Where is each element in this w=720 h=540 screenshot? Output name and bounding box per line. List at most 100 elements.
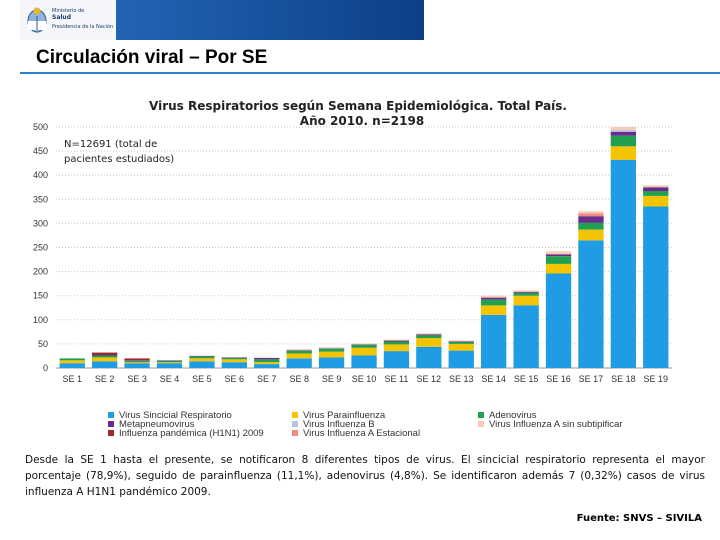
bar-segment xyxy=(221,362,247,368)
x-tick-label: SE 18 xyxy=(611,374,636,384)
x-tick-label: SE 1 xyxy=(62,374,82,384)
bar-segment xyxy=(189,355,215,356)
bar-segment xyxy=(610,129,636,132)
bar-segment xyxy=(481,299,507,306)
bar-segment xyxy=(318,347,345,349)
bar-segment xyxy=(318,348,345,349)
bar-segment xyxy=(124,358,150,361)
bar-segment xyxy=(383,351,410,368)
y-tick-label: 450 xyxy=(33,146,48,156)
x-tick-label: SE 13 xyxy=(449,374,474,384)
bar-segment xyxy=(416,335,442,339)
y-tick-label: 300 xyxy=(33,218,48,228)
bar-segment xyxy=(124,362,150,364)
bar-segment xyxy=(610,135,636,147)
bar-segment xyxy=(351,344,377,348)
stacked-bar-chart: 0 50 100 150 200 250 300 350 400 450 500 SE 1 SE 2 SE… xyxy=(33,99,672,439)
bar-segment xyxy=(383,339,410,341)
bar-segment xyxy=(156,363,183,368)
bar-segment xyxy=(124,360,150,361)
y-tick-label: 50 xyxy=(38,339,48,349)
bar-segment xyxy=(578,229,604,241)
bar-segment xyxy=(156,362,183,364)
x-tick-label: SE 5 xyxy=(192,374,212,384)
bar-segment xyxy=(286,353,312,359)
bar-segment xyxy=(383,344,410,352)
bar-segment xyxy=(481,297,507,300)
y-tick-label: 500 xyxy=(33,122,48,132)
bar-segment xyxy=(221,357,247,360)
chart-title-line-1: Virus Respiratorios según Semana Epidemi… xyxy=(149,99,567,113)
bar-segment xyxy=(286,358,312,368)
bar-segment xyxy=(513,292,539,296)
bar-segment xyxy=(92,352,118,355)
bar-segment xyxy=(545,251,572,255)
bar-segment xyxy=(124,363,150,368)
legend-swatch xyxy=(478,421,484,427)
bar-segment xyxy=(318,348,345,352)
x-tick-label: SE 7 xyxy=(257,374,277,384)
legend-label: Virus Influenza A sin subtipificar xyxy=(489,419,622,430)
bar-segment xyxy=(643,195,669,207)
bar-segment xyxy=(610,146,636,160)
bar-segment xyxy=(448,342,474,344)
bar-segment xyxy=(351,343,377,345)
description-text: Desde la SE 1 hasta el presente, se noti… xyxy=(25,454,705,498)
bar-segment xyxy=(351,344,377,345)
x-tick-label: SE 15 xyxy=(514,374,539,384)
page-title: Circulación viral – Por SE xyxy=(36,47,268,68)
bar-segment xyxy=(545,256,572,264)
x-tick-label: SE 12 xyxy=(417,374,442,384)
bar-segment xyxy=(254,362,280,365)
bar-segment xyxy=(189,355,215,357)
bar-segment xyxy=(513,295,539,306)
bar-segment xyxy=(221,359,247,363)
legend-label: Virus Influenza A Estacional xyxy=(303,428,420,439)
bar-segment xyxy=(124,360,150,363)
bar-segment xyxy=(59,363,85,368)
legend-label: Adenovirus xyxy=(489,410,537,421)
bars-layer xyxy=(59,127,669,368)
bar-segment xyxy=(578,240,604,368)
bar-segment xyxy=(448,350,474,368)
legend-swatch xyxy=(108,430,114,436)
bar-segment xyxy=(643,185,669,188)
bar-segment xyxy=(643,191,669,196)
y-tick-label: 350 xyxy=(33,194,48,204)
y-tick-label: 150 xyxy=(33,291,48,301)
bar-segment xyxy=(92,354,118,356)
title-divider xyxy=(20,72,720,74)
bar-segment xyxy=(286,350,312,351)
legend-label: Virus Influenza B xyxy=(303,419,375,430)
bar-segment xyxy=(416,334,442,336)
coat-of-arms-icon xyxy=(27,7,47,33)
x-tick-label: SE 9 xyxy=(322,374,342,384)
legend-swatch xyxy=(108,412,114,418)
bar-segment xyxy=(545,263,572,274)
x-tick-label: SE 3 xyxy=(127,374,147,384)
bar-segment xyxy=(92,355,118,358)
chart-title-line-2: Año 2010. n=2198 xyxy=(300,114,424,128)
bar-segment xyxy=(156,360,183,361)
logo-line-3: Presidencia de la Nación xyxy=(52,24,114,30)
labels-layer: 0 50 100 150 200 250 300 350 400 450 500 SE 1 SE 2 SE… xyxy=(33,122,668,384)
bar-segment xyxy=(383,340,410,342)
bar-segment xyxy=(643,206,669,368)
logo-line-1: Ministerio de xyxy=(52,8,85,14)
y-tick-label: 100 xyxy=(33,315,48,325)
legend-swatch xyxy=(292,412,298,418)
x-tick-label: SE 19 xyxy=(644,374,669,384)
bar-segment xyxy=(578,216,604,223)
bar-segment xyxy=(92,357,118,362)
bar-segment xyxy=(318,357,345,368)
legend-swatch xyxy=(478,412,484,418)
source-label: Fuente: SNVS – SIVILA xyxy=(576,513,702,524)
ministry-logo: Ministerio de Salud Presidencia de la Na… xyxy=(20,0,116,40)
bar-segment xyxy=(416,333,442,335)
bar-segment xyxy=(286,349,312,351)
bar-segment xyxy=(59,358,85,361)
x-tick-label: SE 6 xyxy=(225,374,245,384)
y-tick-label: 200 xyxy=(33,267,48,277)
bar-segment xyxy=(254,357,280,360)
bar-segment xyxy=(513,290,539,292)
